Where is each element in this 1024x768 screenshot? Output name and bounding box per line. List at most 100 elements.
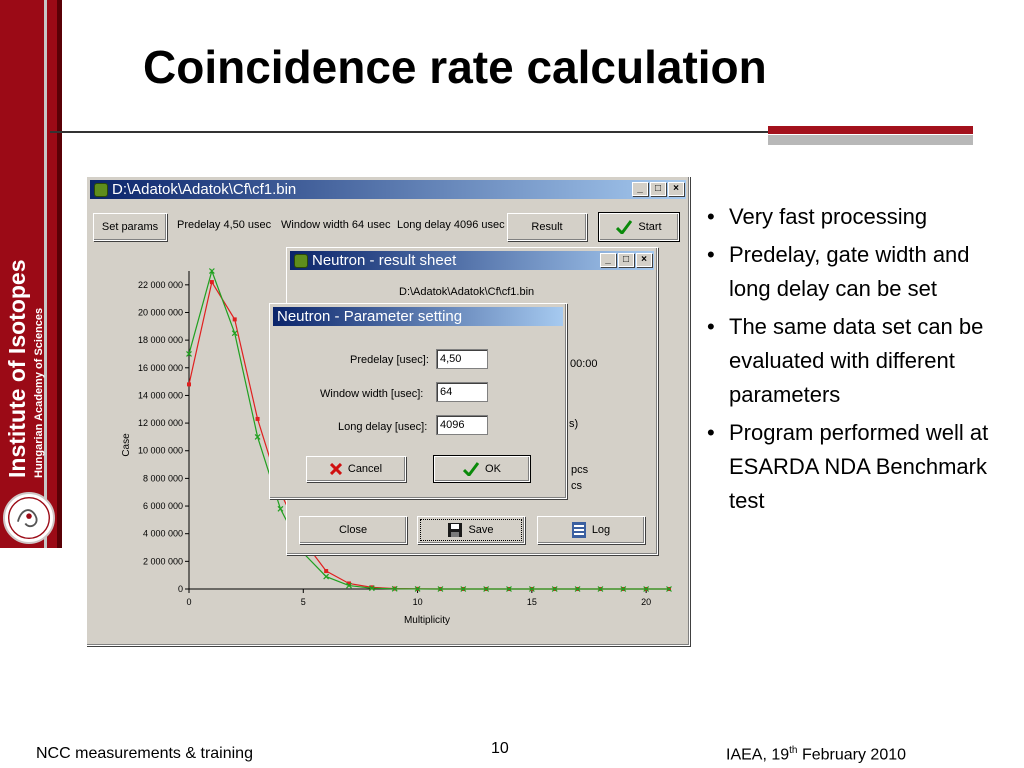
log-icon — [571, 522, 586, 538]
long-delay-input[interactable] — [436, 415, 488, 435]
institute-logo-icon — [3, 492, 55, 544]
footer-date-post: February 2010 — [797, 746, 907, 764]
minimize-icon[interactable]: _ — [632, 182, 648, 196]
parameter-dialog-titlebar[interactable]: Neutron - Parameter setting — [273, 307, 563, 326]
x-tick-label: 0 — [186, 597, 191, 607]
series-point — [347, 581, 351, 586]
series-point — [460, 586, 467, 592]
predelay-label: Predelay [usec]: — [350, 354, 429, 366]
series-point — [620, 586, 627, 592]
main-window-title: D:\Adatok\Adatok\Cf\cf1.bin — [112, 181, 297, 198]
title-divider — [50, 131, 930, 133]
y-tick-label: 14 000 000 — [138, 390, 183, 400]
predelay-input[interactable] — [436, 349, 488, 369]
log-label: Log — [591, 524, 611, 536]
series-point — [483, 586, 490, 592]
result-unit-fragment: s) — [569, 418, 579, 430]
close-icon[interactable]: × — [668, 182, 684, 196]
cancel-label: Cancel — [347, 463, 383, 475]
academy-name: Hungarian Academy of Sciences — [33, 307, 45, 478]
log-button[interactable]: Log — [537, 516, 645, 544]
series-point — [255, 416, 260, 421]
save-button[interactable]: Save — [417, 516, 525, 544]
chart-y-axis-label: Case — [121, 433, 132, 457]
result-button[interactable]: Result — [507, 213, 587, 241]
maximize-icon[interactable]: □ — [650, 182, 666, 196]
x-tick-label: 5 — [301, 597, 306, 607]
series-point — [666, 586, 672, 592]
window-width-input[interactable] — [436, 382, 488, 402]
institute-side-bar — [0, 0, 62, 548]
floppy-icon — [448, 523, 463, 537]
series-point — [597, 586, 604, 592]
series-point — [323, 573, 330, 580]
footer-date-pre: IAEA, 19 — [726, 746, 790, 764]
y-tick-label: 8 000 000 — [143, 473, 183, 483]
page-number: 10 — [491, 740, 509, 757]
main-window-titlebar[interactable]: D:\Adatok\Adatok\Cf\cf1.bin _ □ × — [90, 180, 686, 199]
series-point — [346, 582, 352, 589]
series-point — [528, 586, 535, 592]
window-width-label: Window width [usec]: — [320, 388, 424, 400]
window-width-text: Window width 64 usec — [281, 219, 391, 231]
parameter-dialog: Neutron - Parameter setting Predelay [us… — [269, 303, 567, 499]
close-label: Close — [338, 524, 368, 536]
slide-title: Coincidence rate calculation — [143, 41, 767, 93]
series-point — [506, 586, 512, 592]
accent-bar-gray — [768, 135, 973, 145]
series-point — [437, 586, 444, 592]
long-delay-label: Long delay [usec]: — [338, 421, 428, 433]
y-tick-label: 4 000 000 — [143, 529, 183, 539]
predelay-text: Predelay 4,50 usec — [177, 219, 272, 231]
y-tick-label: 10 000 000 — [138, 446, 183, 456]
close-button[interactable]: Close — [299, 516, 407, 544]
y-tick-label: 16 000 000 — [138, 363, 183, 373]
result-label: Result — [531, 221, 563, 233]
result-window-title: Neutron - result sheet — [312, 252, 457, 269]
x-tick-label: 15 — [527, 597, 537, 607]
bullet-item: Predelay, gate width and long delay can … — [707, 238, 1007, 306]
y-tick-label: 0 — [178, 584, 183, 594]
start-button[interactable]: Start — [598, 212, 680, 242]
app-icon — [294, 253, 308, 268]
series-point — [232, 317, 237, 322]
series-point — [209, 280, 214, 285]
result-window-titlebar[interactable]: Neutron - result sheet _ □ × — [290, 251, 654, 270]
x-tick-label: 10 — [413, 597, 423, 607]
footer-right-text: IAEA, 19th February 2010 — [726, 745, 906, 764]
set-params-label: Set params — [101, 221, 159, 233]
bullet-item: The same data set can be evaluated with … — [707, 310, 1007, 412]
save-label: Save — [468, 524, 494, 536]
close-icon[interactable]: × — [636, 253, 652, 267]
series-point — [208, 268, 215, 274]
cross-icon — [329, 463, 342, 475]
set-params-button[interactable]: Set params — [93, 213, 167, 241]
series-point — [414, 586, 421, 592]
series-point — [368, 585, 375, 592]
bullet-item: Program performed well at ESARDA NDA Ben… — [707, 416, 1007, 518]
accent-bar-red — [768, 126, 973, 134]
parameter-dialog-title: Neutron - Parameter setting — [277, 308, 463, 325]
ok-label: OK — [485, 463, 501, 475]
bullet-item: Very fast processing — [707, 200, 1007, 234]
ok-button[interactable]: OK — [433, 455, 531, 483]
series-point — [551, 586, 558, 592]
y-tick-label: 6 000 000 — [143, 501, 183, 511]
footer-left-text: NCC measurements & training — [36, 745, 253, 762]
series-point — [277, 505, 284, 512]
maximize-icon[interactable]: □ — [618, 253, 634, 267]
result-time-fragment: 00:00 — [570, 358, 598, 370]
y-tick-label: 20 000 000 — [138, 307, 183, 317]
result-cps-fragment-2: cs — [571, 480, 582, 492]
chart-x-axis-label: Multiplicity — [404, 615, 450, 626]
side-bar-edge — [57, 0, 62, 548]
check-icon — [616, 220, 633, 234]
y-tick-label: 2 000 000 — [143, 556, 183, 566]
series-point — [391, 585, 398, 592]
side-bar-divider — [44, 0, 47, 548]
y-tick-label: 12 000 000 — [138, 418, 183, 428]
cancel-button[interactable]: Cancel — [306, 456, 406, 482]
long-delay-text: Long delay 4096 usec — [397, 219, 505, 231]
result-sheet-window: Neutron - result sheet _ □ × D:\Adatok\A… — [286, 247, 658, 555]
minimize-icon[interactable]: _ — [600, 253, 616, 267]
